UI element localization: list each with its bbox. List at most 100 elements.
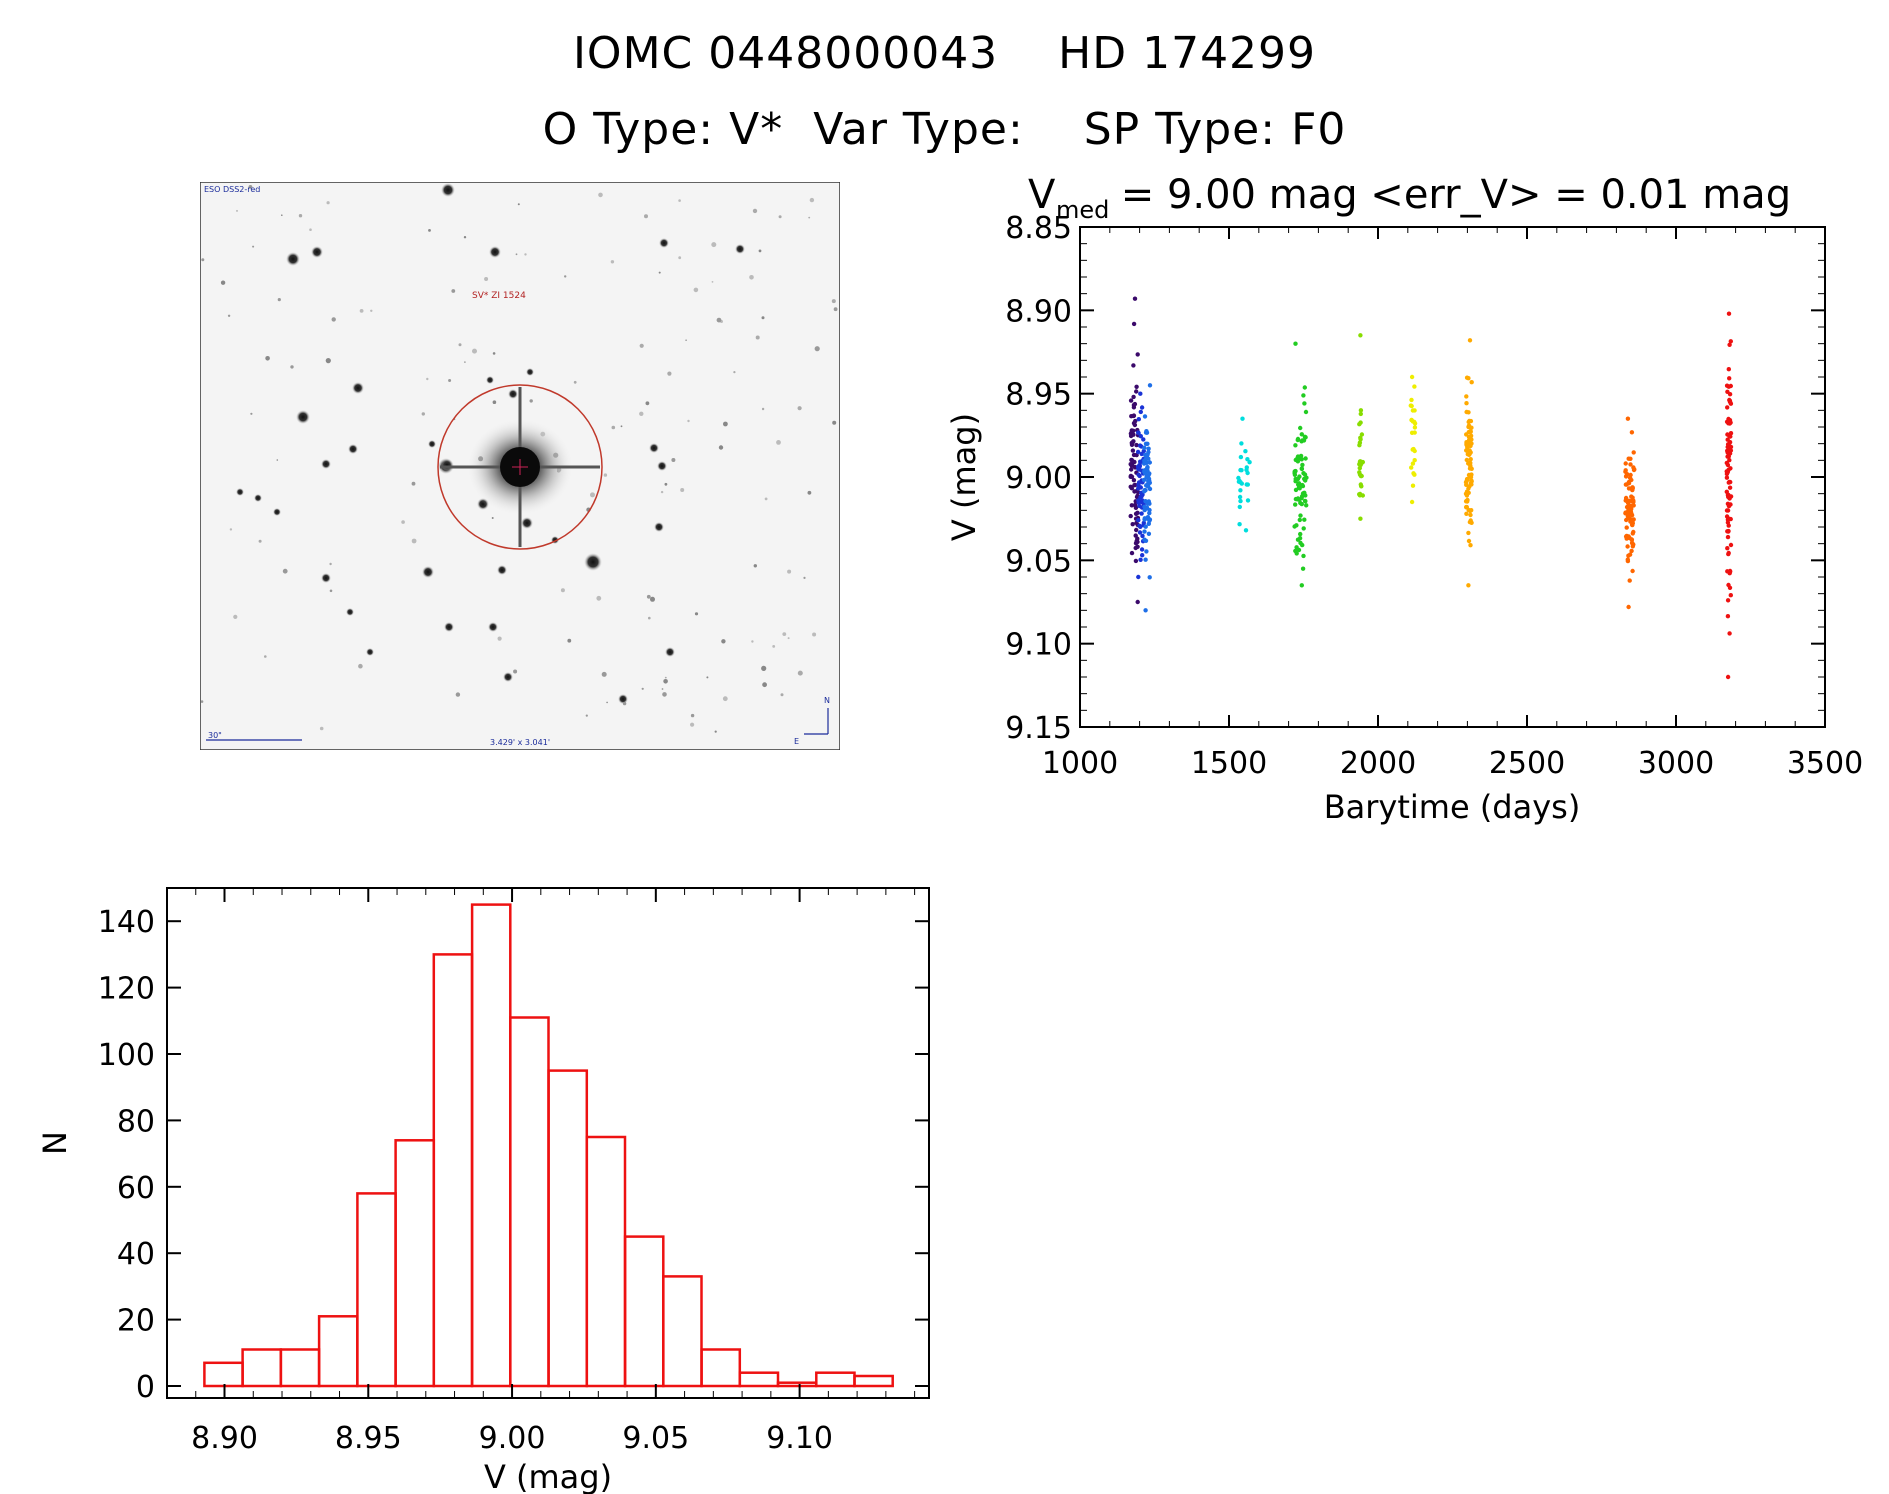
lc-point (1295, 436, 1301, 442)
sky-image-panel: ESO DSS2-red SV* ZI 1524 30" 3.429' x 3.… (200, 182, 840, 750)
lc-point (1626, 553, 1631, 558)
hist-ylabel: N (36, 1131, 74, 1155)
star (346, 608, 354, 616)
lc-point (1136, 518, 1141, 523)
hist-bar (279, 1348, 321, 1388)
target-selection-circle (437, 384, 603, 550)
faint-star (331, 317, 336, 322)
lc-ytick-label: 9.10 (1005, 628, 1072, 663)
lc-point (1293, 502, 1298, 507)
faint-star (484, 277, 489, 281)
hist-ticks: 8.90 8.95 9.00 9.05 9.10 0 20 40 60 80 100 120 140 (98, 888, 929, 1456)
lc-point (1139, 405, 1145, 410)
hist-ytick-label: 60 (117, 1171, 155, 1206)
faint-star (220, 280, 226, 285)
faint-star (428, 229, 431, 232)
hist-xlabel: V (mag) (484, 1458, 612, 1494)
faint-star (472, 348, 477, 354)
lc-point (1147, 383, 1153, 388)
lc-point (1466, 538, 1472, 544)
star (654, 522, 664, 532)
lc-point (1138, 524, 1143, 529)
lc-point (1412, 419, 1417, 425)
star (503, 672, 513, 682)
lc-point (1297, 474, 1302, 479)
lc-point (1628, 462, 1633, 467)
lc-point (1134, 442, 1139, 448)
lc-point (1128, 462, 1133, 467)
lc-point (1466, 419, 1471, 425)
faint-star (573, 380, 577, 384)
lc-point (1728, 542, 1734, 548)
hist-ytick-label: 100 (98, 1038, 155, 1073)
faint-star (610, 260, 615, 264)
lc-point (1138, 409, 1144, 415)
lc-point (1293, 443, 1298, 448)
faint-star (290, 365, 294, 369)
faint-star (648, 616, 651, 620)
lc-point (1297, 517, 1303, 523)
lc-point (1358, 333, 1363, 338)
lc-point (1726, 454, 1732, 459)
hist-bar (317, 1315, 359, 1388)
faint-star (448, 379, 452, 382)
faint-star (358, 663, 363, 669)
lc-ytick-label: 8.90 (1005, 294, 1072, 329)
lc-point (1295, 537, 1301, 542)
lc-point (1146, 446, 1151, 451)
hist-ytick-label: 0 (136, 1370, 155, 1405)
lc-point (1130, 448, 1136, 453)
faint-star (497, 636, 502, 641)
faint-star (718, 445, 724, 450)
faint-star (359, 309, 364, 313)
lc-point (1726, 311, 1732, 316)
faint-star (276, 459, 279, 461)
faint-star (797, 406, 802, 411)
lc-point (1143, 441, 1149, 446)
faint-star (250, 412, 253, 415)
lc-point (1725, 389, 1730, 394)
faint-star (722, 696, 728, 702)
lc-point (1142, 529, 1147, 534)
lc-point (1626, 502, 1632, 508)
lc-point (1727, 458, 1732, 463)
lc-point (1142, 537, 1147, 542)
lc-point (1129, 503, 1135, 508)
lc-point (1294, 551, 1299, 556)
lc-point (1131, 402, 1137, 408)
lc-point (1298, 540, 1303, 546)
lc-point (1146, 531, 1152, 536)
lc-point (1237, 478, 1242, 484)
lc-point (1141, 520, 1147, 526)
faint-star (585, 714, 588, 717)
lc-point (1143, 471, 1148, 476)
faint-star (560, 588, 565, 593)
faint-star (622, 701, 627, 706)
lc-point (1626, 486, 1632, 491)
star (618, 694, 628, 704)
lc-point (1725, 674, 1731, 680)
lc-point (1359, 432, 1365, 437)
lc-point (1631, 499, 1636, 505)
lc-point (1133, 545, 1138, 551)
lc-point (1301, 553, 1306, 559)
lc-point (1298, 513, 1303, 518)
lc-point (1726, 551, 1731, 557)
lc-point (1464, 432, 1469, 437)
faint-star (639, 343, 644, 348)
hist-bars (203, 903, 894, 1388)
faint-star (663, 679, 668, 684)
faint-star (687, 419, 690, 423)
lc-point (1412, 384, 1417, 389)
star (649, 443, 659, 453)
hist-bar (853, 1374, 894, 1388)
lc-point (1143, 608, 1148, 613)
faint-star (662, 692, 667, 697)
hist-bar (509, 1016, 550, 1388)
lc-point (1466, 530, 1471, 536)
faint-star (714, 730, 717, 733)
lc-point (1302, 472, 1308, 477)
hist-xtick-label: 9.00 (479, 1421, 546, 1456)
lc-point (1468, 474, 1474, 480)
star (236, 488, 244, 496)
